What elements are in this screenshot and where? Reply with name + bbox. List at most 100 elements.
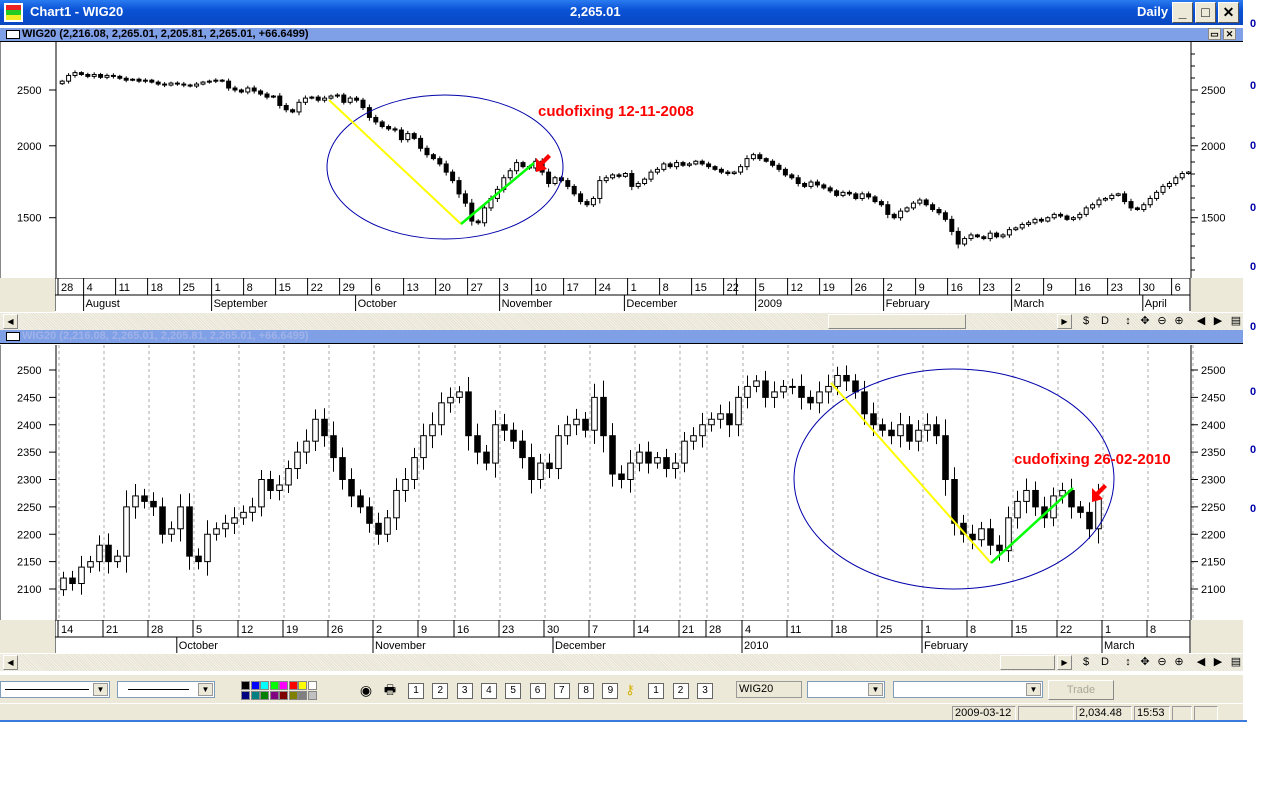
scroll-left-button[interactable]: ◀ <box>3 655 18 670</box>
price-chart-top[interactable]: 1500 1500 2000 2000 2500 2500 cudofixing 12-11… <box>0 42 1243 278</box>
color-swatch[interactable] <box>279 691 288 700</box>
line-width-dropdown[interactable]: ▼ <box>117 681 215 698</box>
currency-scale-icon[interactable]: $ <box>1082 315 1090 327</box>
zoom-out-icon[interactable]: ⊖ <box>1157 315 1167 327</box>
candle <box>609 435 616 475</box>
color-swatch[interactable] <box>307 691 317 700</box>
zoom-in-icon[interactable]: ⊕ <box>1174 656 1184 668</box>
scroll-thumb[interactable] <box>828 314 966 329</box>
candle <box>861 391 868 415</box>
date-label: 28 <box>709 624 721 636</box>
print-icon[interactable]: 🖶 <box>383 682 397 697</box>
symbol-dropdown[interactable]: ▼ <box>807 681 885 698</box>
candle <box>717 413 724 420</box>
vertical-move-icon[interactable]: ↕ <box>1125 315 1131 327</box>
color-swatch[interactable] <box>307 681 317 690</box>
color-swatch[interactable] <box>298 691 307 700</box>
daily-period-icon[interactable]: D <box>1101 315 1109 327</box>
date-label: 25 <box>183 282 195 294</box>
y-tick-label: 2300 <box>17 475 41 487</box>
candle <box>418 137 424 149</box>
chart-tool-icon[interactable]: 6 <box>529 683 546 699</box>
zoom-out-icon[interactable]: ⊖ <box>1157 656 1167 668</box>
line-style-dropdown[interactable]: ▼ <box>0 681 110 698</box>
candle <box>411 457 418 480</box>
chart-tool-icon[interactable]: 3 <box>456 683 473 699</box>
color-swatch[interactable] <box>288 691 298 700</box>
candle <box>814 181 820 186</box>
candle <box>294 451 301 470</box>
scroll-right-icon[interactable]: ▶ <box>1213 315 1223 327</box>
color-swatch[interactable] <box>241 681 250 690</box>
maximize-button[interactable]: □ <box>1195 2 1216 23</box>
horizontal-scrollbar[interactable]: ◀ ▶ $ D ↕ ✥ ⊖ ⊕ ◀ ▶ ▤ <box>0 653 1243 671</box>
browser-icon[interactable]: ◉ <box>359 682 373 698</box>
close-pane-button[interactable]: ✕ <box>1223 28 1236 40</box>
chart-tool-icon[interactable]: 8 <box>578 683 595 699</box>
restore-pane-button[interactable]: ▭ <box>1208 28 1221 40</box>
candle <box>366 506 373 524</box>
color-swatch[interactable] <box>298 681 307 690</box>
date-label: 7 <box>592 624 598 636</box>
key-icon[interactable]: ⚷ <box>625 682 635 697</box>
vertical-move-icon[interactable]: ↕ <box>1125 656 1131 668</box>
close-button[interactable]: ✕ <box>1218 2 1239 23</box>
trade-button[interactable]: Trade <box>1048 680 1114 700</box>
y-tick-label: 2350 <box>17 447 41 459</box>
price-chart-bottom[interactable]: 2100 2100 2150 2150 2200 2200 2250 2250 2300 2300… <box>0 345 1243 620</box>
daily-period-icon[interactable]: D <box>1101 656 1109 668</box>
properties-icon[interactable]: ▤ <box>1230 315 1242 327</box>
properties-icon[interactable]: ▤ <box>1230 656 1242 668</box>
candle <box>636 451 643 464</box>
candle <box>987 232 993 240</box>
account-dropdown[interactable]: ▼ <box>893 681 1043 698</box>
scroll-thumb[interactable] <box>1000 655 1055 670</box>
currency-scale-icon[interactable]: $ <box>1082 656 1090 668</box>
candle <box>744 158 750 168</box>
candle <box>393 489 400 519</box>
chart-tool-icon[interactable]: 2 <box>432 683 449 699</box>
scroll-left-button[interactable]: ◀ <box>3 314 18 329</box>
pan-icon[interactable]: ✥ <box>1140 656 1150 668</box>
color-swatch[interactable] <box>269 681 279 690</box>
candle <box>96 544 103 563</box>
scroll-right-button[interactable]: ▶ <box>1057 655 1072 670</box>
color-swatch[interactable] <box>269 691 279 700</box>
date-label: 8 <box>1150 624 1156 636</box>
pan-icon[interactable]: ✥ <box>1140 315 1150 327</box>
chart-tool-icon[interactable]: 7 <box>553 683 570 699</box>
color-swatch[interactable] <box>241 691 250 700</box>
scroll-right-icon[interactable]: ▶ <box>1213 656 1223 668</box>
horizontal-scrollbar[interactable]: ◀ ▶ $ D ↕ ✥ ⊖ ⊕ ◀ ▶ ▤ <box>0 312 1243 330</box>
candle <box>437 158 443 165</box>
color-swatch[interactable] <box>288 681 298 690</box>
date-label: 29 <box>343 282 355 294</box>
chart-tool-icon[interactable]: 9 <box>602 683 619 699</box>
scroll-left-icon[interactable]: ◀ <box>1196 315 1206 327</box>
color-swatch[interactable] <box>250 691 260 700</box>
zoom-in-icon[interactable]: ⊕ <box>1174 315 1184 327</box>
candle <box>808 181 814 187</box>
margin-marker: 0 <box>1250 140 1257 152</box>
layout-icon[interactable]: 2 <box>672 683 689 699</box>
scroll-left-icon[interactable]: ◀ <box>1196 656 1206 668</box>
color-swatch[interactable] <box>250 681 260 690</box>
candle <box>1128 201 1134 209</box>
color-swatch[interactable] <box>279 681 288 690</box>
chart-tool-icon[interactable]: 4 <box>480 683 497 699</box>
minimize-button[interactable]: _ <box>1172 2 1193 23</box>
color-swatch[interactable] <box>260 681 269 690</box>
candle <box>974 234 980 238</box>
y-tick-label: 2250 <box>1201 502 1225 514</box>
layout-icon[interactable]: 3 <box>697 683 713 699</box>
chart-tool-icon[interactable]: 5 <box>505 683 522 699</box>
candle <box>924 424 931 431</box>
symbol-field[interactable]: WIG20 <box>736 681 802 698</box>
chart-tool-icon[interactable]: 1 <box>408 683 424 699</box>
color-swatch[interactable] <box>260 691 269 700</box>
pane-header-text: WIG20 (2,216.08, 2,265.01, 2,205.81, 2,2… <box>22 330 309 342</box>
layout-icon[interactable]: 1 <box>648 683 664 699</box>
scroll-right-button[interactable]: ▶ <box>1057 314 1072 329</box>
candle <box>514 162 520 172</box>
